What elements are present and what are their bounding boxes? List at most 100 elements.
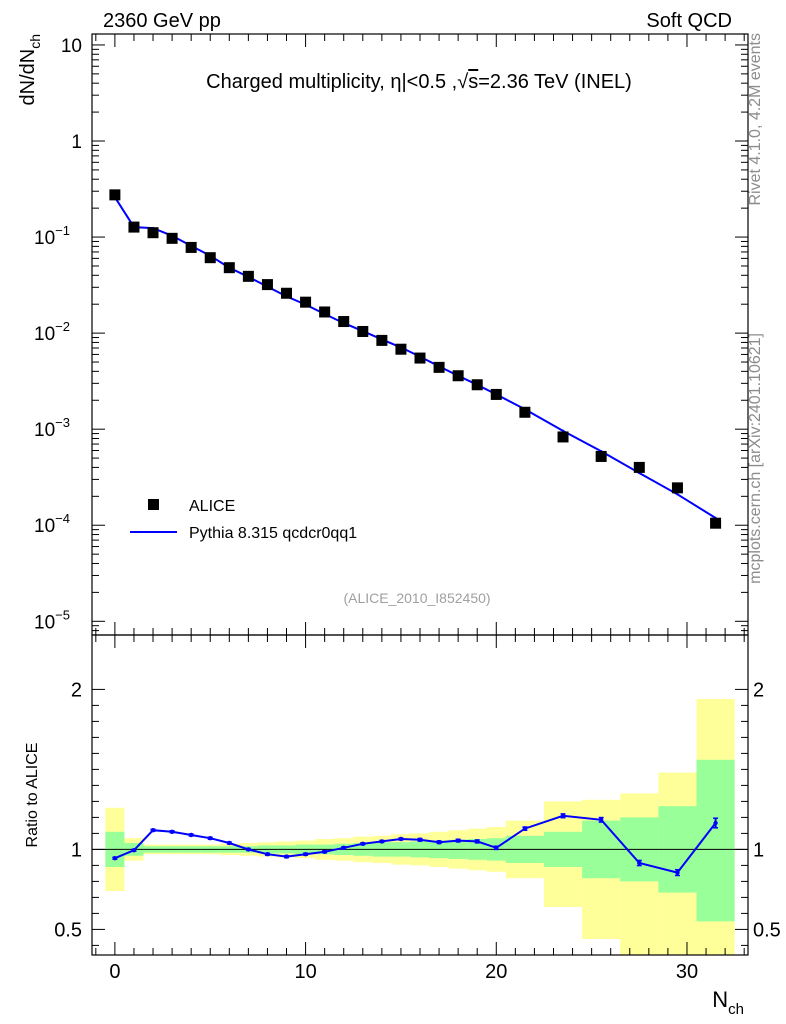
ratio-point: [494, 845, 499, 850]
ratio-point: [303, 852, 308, 857]
mcplots-label: mcplots.cern.ch [arXiv:2401.10621]: [747, 333, 764, 584]
alice-data-point: [414, 352, 426, 364]
main-y-tick-base: 1: [71, 132, 82, 153]
alice-data-point: [433, 361, 445, 373]
ratio-y-tick-label-right: 1: [753, 839, 764, 861]
x-tick-label: 0: [109, 961, 120, 983]
ratio-y-axis-label: Ratio to ALICE: [24, 743, 41, 848]
alice-data-point: [633, 461, 645, 473]
ratio-y-tick-label: 0.5: [54, 919, 82, 941]
ratio-point: [598, 817, 604, 822]
title-root: √: [457, 71, 468, 93]
alice-data-point: [357, 325, 369, 337]
ratio-point: [169, 829, 175, 834]
title-mid: |<0.5 ,: [401, 71, 457, 93]
alice-data-point: [166, 232, 178, 244]
main-y-tick-exp: −3: [55, 415, 70, 430]
main-y-tick-base: 10: [34, 324, 55, 345]
ratio-point: [675, 870, 680, 875]
ratio-point: [341, 845, 346, 850]
alice-data-point: [223, 262, 235, 274]
y-label-sub: ch: [27, 34, 43, 49]
ratio-point: [379, 839, 385, 844]
ratio-point: [417, 837, 423, 842]
x-label-main: N: [712, 987, 728, 1012]
main-points: [109, 189, 722, 529]
main-y-tick-base: 10: [61, 36, 82, 57]
ratio-y-tick-label-right: 2: [753, 679, 764, 701]
ratio-point: [227, 840, 232, 846]
main-y-tick-exp: −4: [55, 511, 70, 526]
ratio-point: [322, 849, 327, 854]
alice-data-point: [395, 343, 407, 355]
alice-data-point: [519, 406, 531, 418]
x-tick-label: 10: [294, 961, 316, 983]
x-label-sub: ch: [728, 1001, 744, 1018]
ratio-ticks: [92, 635, 748, 955]
ratio-point: [284, 854, 289, 859]
alice-data-point: [557, 431, 569, 443]
main-y-tick-base: 10: [34, 516, 55, 537]
alice-data-point: [671, 482, 683, 494]
ratio-frame: [91, 634, 749, 956]
ratio-panel: 0.5 0.5 1 1 2 2 0 10 20 30 Ratio to ALICE Nch: [24, 634, 781, 1018]
main-y-tick-exp: −2: [55, 319, 70, 334]
ratio-x-tick-labels: 0 10 20 30: [109, 961, 698, 983]
ratio-point: [246, 847, 251, 852]
alice-data-point: [490, 388, 502, 400]
main-y-tick-label: 10−1: [34, 223, 70, 249]
main-frame: [91, 33, 749, 636]
main-y-tick-label: 10−2: [34, 319, 70, 345]
legend-marker-alice: [148, 499, 159, 510]
alice-data-point: [204, 252, 216, 264]
x-axis-label: Nch: [712, 987, 744, 1018]
ratio-point: [560, 813, 566, 818]
alice-data-point: [471, 379, 483, 391]
title-pre: Charged multiplicity,: [206, 71, 390, 93]
ratio-point: [436, 840, 442, 845]
alice-data-point: [109, 189, 121, 201]
alice-data-point: [300, 296, 312, 308]
main-y-tick-exp: −5: [55, 607, 70, 622]
x-tick-label: 20: [485, 961, 507, 983]
title-eta: η: [390, 71, 401, 93]
main-y-tick-base: 10: [34, 420, 55, 441]
alice-data-point: [242, 270, 254, 282]
x-tick-label: 30: [676, 961, 698, 983]
ratio-point: [475, 839, 480, 844]
ratio-point: [522, 826, 528, 831]
alice-data-point: [376, 334, 388, 346]
ratio-point: [265, 852, 270, 857]
alice-data-point: [338, 316, 350, 328]
y-label-main: dN/dN: [17, 49, 39, 106]
alice-data-point: [185, 241, 197, 253]
plot-title: Charged multiplicity, η|<0.5 ,√s=2.36 Te…: [206, 71, 632, 93]
alice-data-point: [281, 287, 293, 299]
alice-data-point: [147, 227, 159, 239]
alice-data-point: [319, 306, 331, 318]
main-y-tick-label: 10: [61, 36, 82, 57]
ratio-y-tick-label: 2: [71, 679, 82, 701]
ratio-point: [713, 820, 718, 826]
pythia-point: [676, 493, 679, 496]
main-y-axis-label: dN/dNch: [17, 34, 43, 106]
ratio-point: [131, 848, 137, 853]
ratio-bands: [105, 699, 735, 955]
legend: ALICE Pythia 8.315 qcdcr0qq1: [130, 498, 357, 542]
ratio-point: [150, 828, 156, 833]
ratio-y-tick-label: 1: [71, 839, 82, 861]
main-y-tick-exp: −1: [55, 223, 70, 238]
title-s: s: [468, 71, 478, 93]
analysis-watermark: (ALICE_2010_I852450): [343, 590, 490, 606]
main-y-tick-label: 10−5: [34, 607, 70, 633]
ratio-point: [112, 856, 118, 861]
title-post: =2.36 TeV (INEL): [478, 71, 632, 93]
legend-label-pythia: Pythia 8.315 qcdcr0qq1: [189, 525, 357, 542]
main-y-tick-base: 10: [34, 228, 55, 249]
main-y-tick-label: 10−3: [34, 415, 70, 441]
alice-data-point: [595, 450, 607, 462]
ratio-curves: [112, 813, 719, 877]
header-right: Soft QCD: [646, 10, 732, 32]
